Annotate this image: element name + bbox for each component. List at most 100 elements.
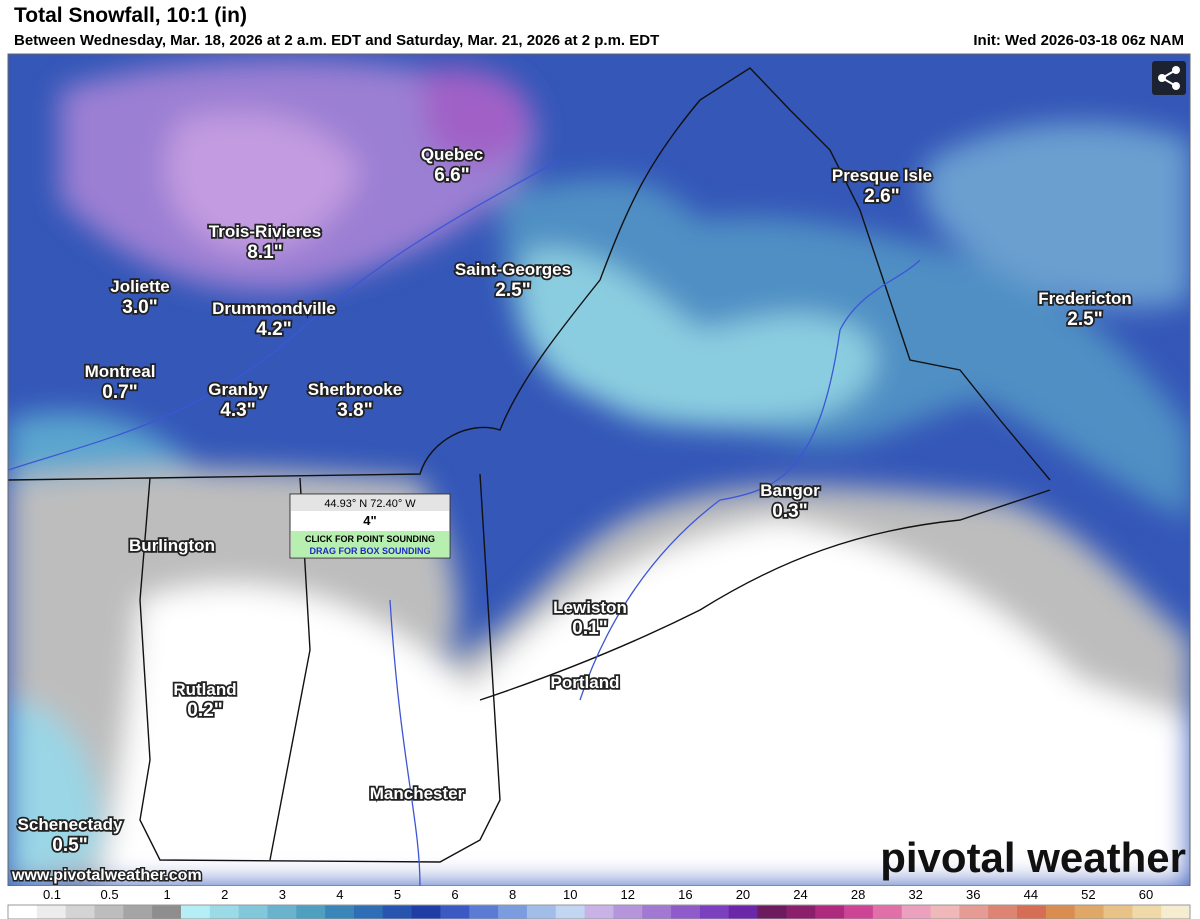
share-button[interactable] bbox=[1152, 61, 1186, 95]
legend-label: 24 bbox=[793, 887, 807, 902]
legend-swatch bbox=[123, 905, 153, 919]
legend-label: 20 bbox=[736, 887, 750, 902]
legend-swatch bbox=[901, 905, 932, 919]
legend-label: 1 bbox=[164, 887, 171, 902]
legend-swatch bbox=[152, 905, 182, 919]
legend-swatch bbox=[555, 905, 586, 919]
legend-swatch bbox=[8, 905, 38, 919]
legend-label: 6 bbox=[451, 887, 458, 902]
snowfall-field bbox=[8, 54, 1190, 886]
init-label: Init: Wed 2026-03-18 06z NAM bbox=[973, 32, 1184, 49]
legend-swatch bbox=[353, 905, 384, 919]
share-button-bg[interactable] bbox=[1152, 61, 1186, 95]
river bbox=[8, 159, 561, 471]
legend-frame bbox=[7, 904, 1191, 919]
legend-label: 10 bbox=[563, 887, 577, 902]
legend-label: 32 bbox=[908, 887, 922, 902]
legend-swatch bbox=[1132, 905, 1162, 919]
tooltip-drag[interactable]: DRAG FOR BOX SOUNDING bbox=[309, 546, 430, 556]
legend-swatch bbox=[728, 905, 759, 919]
tooltip-coords: 44.93° N 72.40° W bbox=[324, 498, 416, 510]
legend-swatch bbox=[325, 905, 355, 919]
legend-label: 12 bbox=[621, 887, 635, 902]
map-title: Total Snowfall, 10:1 (in) bbox=[14, 4, 247, 27]
legend-swatch bbox=[1161, 905, 1191, 919]
legend-swatch bbox=[440, 905, 470, 919]
legend-swatch bbox=[815, 905, 845, 919]
city-name: Fredericton bbox=[1038, 289, 1132, 308]
legend-swatch bbox=[296, 905, 326, 919]
city-amount: 4.3" bbox=[220, 400, 255, 421]
tooltip-click[interactable]: CLICK FOR POINT SOUNDING bbox=[305, 534, 435, 544]
legend-swatch bbox=[1017, 905, 1047, 919]
site-url: www.pivotalweather.com bbox=[11, 867, 202, 884]
legend-swatch bbox=[959, 905, 989, 919]
city-name: Sherbrooke bbox=[308, 380, 402, 399]
legend-swatch bbox=[584, 905, 614, 919]
logo: pivotal weather bbox=[880, 834, 1186, 881]
legend-swatch bbox=[844, 905, 874, 919]
legend-swatch bbox=[209, 905, 240, 919]
legend-swatch bbox=[94, 905, 124, 919]
map-subtitle: Between Wednesday, Mar. 18, 2026 at 2 a.… bbox=[14, 32, 660, 49]
city-name: Manchester bbox=[370, 784, 465, 803]
city-amount: 0.2" bbox=[187, 700, 222, 721]
coast bbox=[479, 489, 1051, 701]
legend-swatch bbox=[1103, 905, 1133, 919]
legend-label: 28 bbox=[851, 887, 865, 902]
legend-swatch bbox=[411, 905, 441, 919]
legend-swatch bbox=[642, 905, 672, 919]
city-amount: 0.7" bbox=[102, 382, 137, 403]
legend-label: 36 bbox=[966, 887, 980, 902]
city-amount: 3.8" bbox=[337, 400, 372, 421]
tooltip[interactable]: 44.93° N 72.40° W 4" CLICK FOR POINT SOU… bbox=[289, 493, 451, 559]
city-name: Quebec bbox=[421, 145, 483, 164]
legend-label: 5 bbox=[394, 887, 401, 902]
city-name: Saint-Georges bbox=[455, 260, 571, 279]
tooltip-actions[interactable] bbox=[291, 531, 449, 557]
border bbox=[139, 473, 501, 863]
legend-label: 44 bbox=[1024, 887, 1038, 902]
legend-swatch bbox=[382, 905, 413, 919]
city-amount: 0.5" bbox=[52, 835, 87, 856]
tooltip-value: 4" bbox=[363, 513, 376, 528]
city-amount: 6.6" bbox=[434, 165, 469, 186]
city-name: Schenectady bbox=[18, 815, 123, 834]
legend-label: 60 bbox=[1139, 887, 1153, 902]
legend-swatch bbox=[699, 905, 730, 919]
legend-swatch bbox=[180, 905, 211, 919]
legend-swatch bbox=[872, 905, 903, 919]
borders bbox=[8, 67, 1051, 863]
city-amount: 2.6" bbox=[864, 186, 899, 207]
city-name: Joliette bbox=[110, 277, 170, 296]
tooltip-header bbox=[291, 495, 449, 511]
legend-swatch bbox=[930, 905, 960, 919]
city-amount: 4.2" bbox=[256, 319, 291, 340]
legend-label: 2 bbox=[221, 887, 228, 902]
city-amount: 2.5" bbox=[1067, 309, 1102, 330]
legend-swatch bbox=[36, 905, 67, 919]
city-name: Burlington bbox=[129, 536, 215, 555]
river bbox=[579, 259, 921, 701]
legend-swatch bbox=[498, 905, 528, 919]
legend-swatch bbox=[267, 905, 297, 919]
legend-swatch bbox=[1074, 905, 1105, 919]
legend-label: 0.1 bbox=[43, 887, 61, 902]
legend-swatch bbox=[613, 905, 643, 919]
city-name: Bangor bbox=[760, 481, 820, 500]
city-name: Portland bbox=[551, 673, 620, 692]
city-name: Presque Isle bbox=[832, 166, 932, 185]
city-amount: 0.1" bbox=[572, 618, 607, 639]
legend-label: 52 bbox=[1081, 887, 1095, 902]
legend-label: 4 bbox=[336, 887, 343, 902]
city-amount: 8.1" bbox=[247, 242, 282, 263]
legend-swatch bbox=[786, 905, 816, 919]
share-icon[interactable] bbox=[1158, 66, 1180, 90]
legend-swatch bbox=[671, 905, 701, 919]
legend-label: 16 bbox=[678, 887, 692, 902]
legend-swatch bbox=[65, 905, 95, 919]
legend-swatch bbox=[1045, 905, 1076, 919]
